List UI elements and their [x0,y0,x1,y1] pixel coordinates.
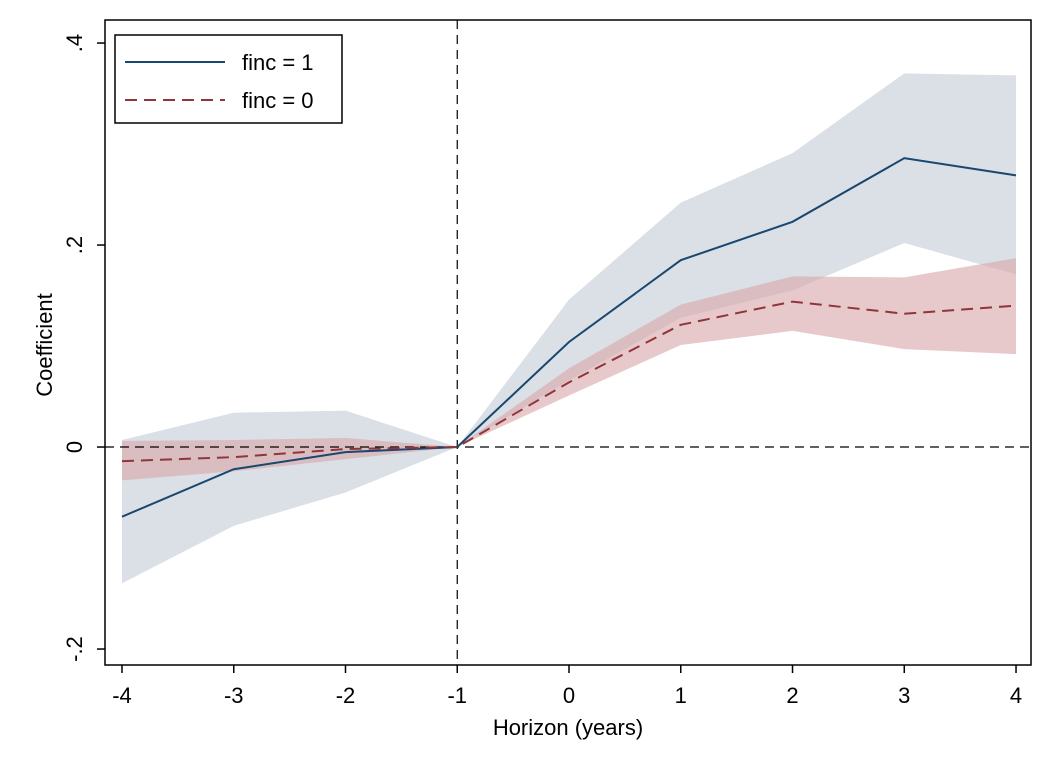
x-tick-label: 3 [898,683,910,708]
plot-frame [104,19,1032,666]
series-line [121,300,1017,463]
y-tick-label: -.2 [62,636,87,662]
x-axis-label: Horizon (years) [493,715,643,740]
legend-label: finc = 1 [242,50,314,75]
series-line [121,157,1017,518]
y-tick-label: .4 [62,34,87,52]
legend-box [114,34,343,124]
y-axis-label: Coefficient [32,293,57,397]
x-tick-label: -3 [224,683,244,708]
legend-label: finc = 0 [242,88,314,113]
x-tick-label: -2 [336,683,356,708]
x-tick-label: 0 [563,683,575,708]
x-tick-label: 4 [1010,683,1022,708]
y-tick-label: .2 [62,236,87,254]
x-tick-label: 1 [675,683,687,708]
x-tick-label: -4 [112,683,132,708]
x-tick-label: 2 [786,683,798,708]
y-tick-label: 0 [62,441,87,453]
x-tick-label: -1 [447,683,467,708]
confidence-band [121,258,1017,481]
